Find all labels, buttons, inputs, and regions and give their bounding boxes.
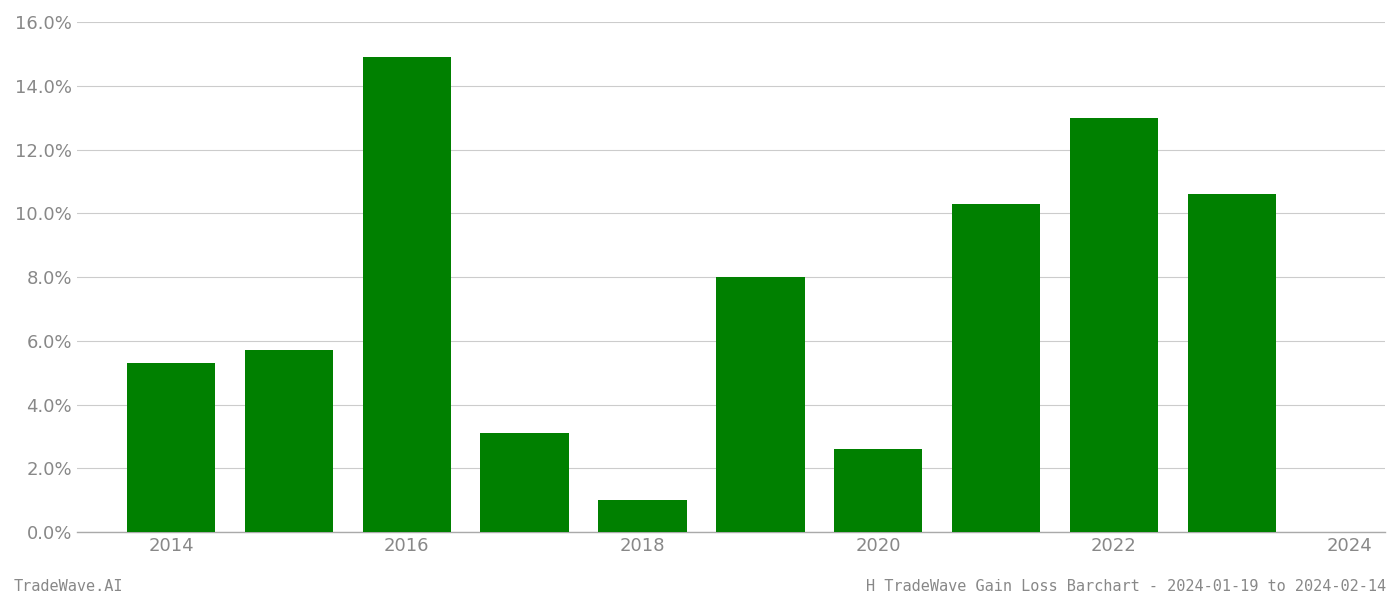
Bar <box>245 350 333 532</box>
Bar <box>834 449 923 532</box>
Bar <box>1070 118 1158 532</box>
Bar <box>952 204 1040 532</box>
Text: TradeWave.AI: TradeWave.AI <box>14 579 123 594</box>
Bar <box>598 500 687 532</box>
Bar <box>1187 194 1275 532</box>
Bar <box>717 277 805 532</box>
Bar <box>127 363 216 532</box>
Text: H TradeWave Gain Loss Barchart - 2024-01-19 to 2024-02-14: H TradeWave Gain Loss Barchart - 2024-01… <box>865 579 1386 594</box>
Bar <box>363 57 451 532</box>
Bar <box>480 433 568 532</box>
